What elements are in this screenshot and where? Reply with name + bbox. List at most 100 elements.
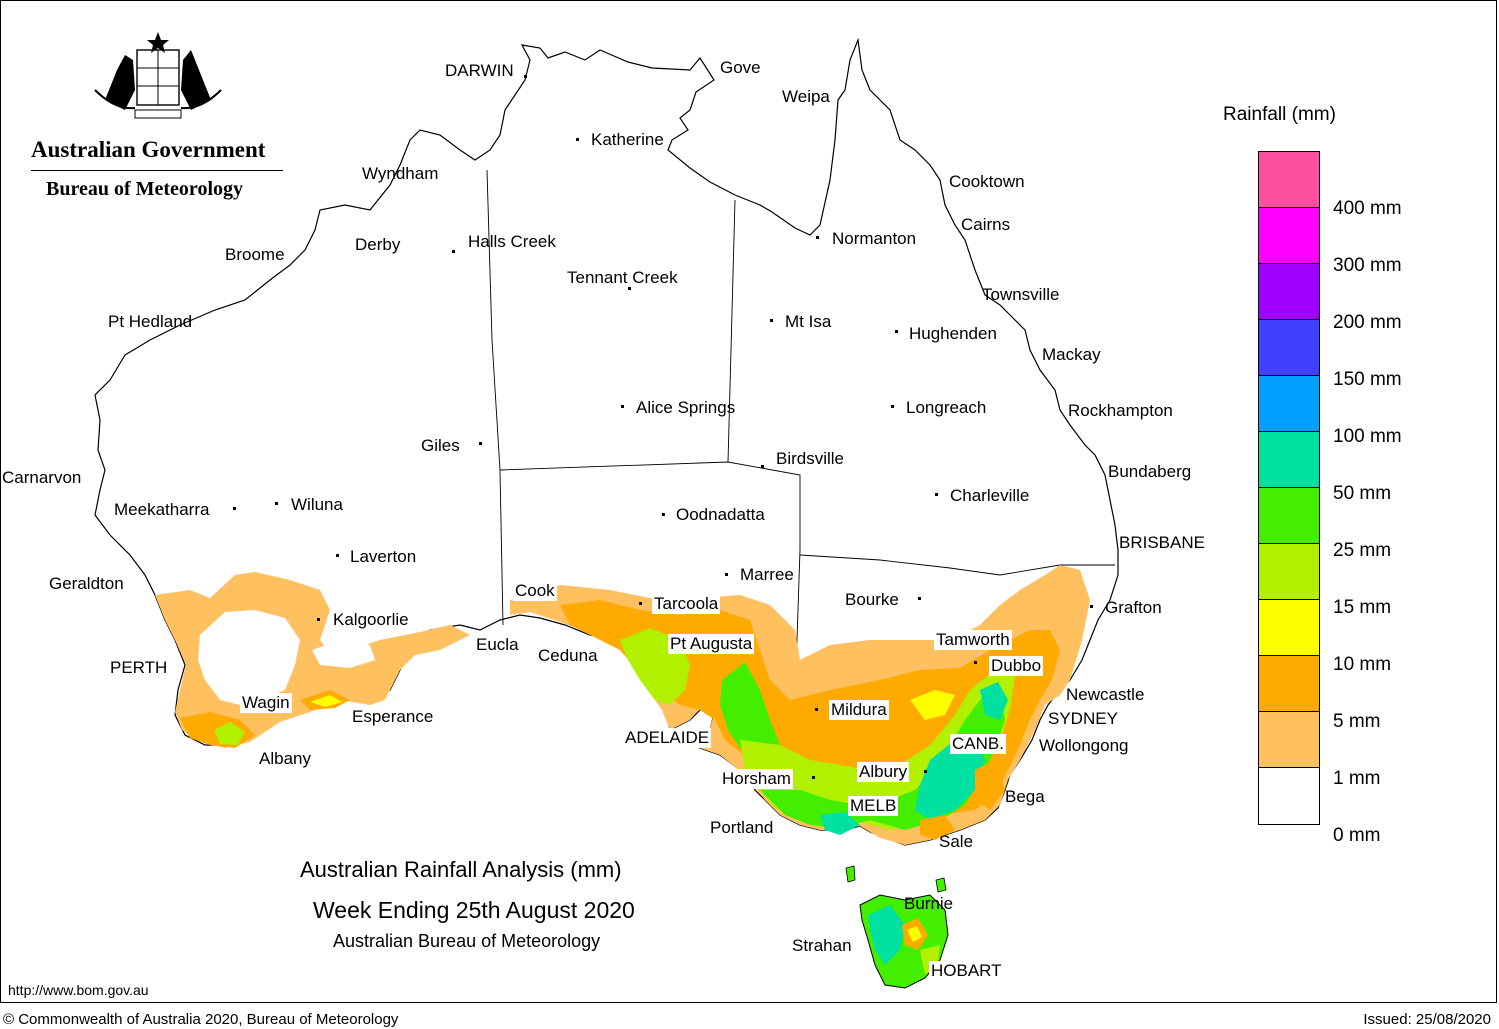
legend-swatch bbox=[1259, 320, 1319, 376]
place-label: Broome bbox=[225, 245, 285, 264]
place-label: Katherine bbox=[591, 130, 664, 149]
legend-swatch bbox=[1259, 712, 1319, 768]
place-label: Albury bbox=[857, 762, 910, 782]
state-borders bbox=[486, 169, 1115, 701]
place-dot bbox=[761, 465, 764, 468]
place-dot bbox=[524, 75, 527, 78]
legend-colorbar bbox=[1258, 151, 1320, 825]
place-dot bbox=[1090, 605, 1093, 608]
legend-swatch bbox=[1259, 600, 1319, 656]
legend-label: 5 mm bbox=[1333, 711, 1381, 732]
place-label: Bega bbox=[1005, 787, 1045, 806]
place-label: Derby bbox=[355, 235, 401, 254]
place-label: Mt Isa bbox=[785, 312, 832, 331]
place-dot bbox=[576, 138, 579, 141]
place-label: Sale bbox=[939, 832, 974, 851]
issued-date: Issued: 25/08/2020 bbox=[1363, 1011, 1491, 1028]
map-title: Australian Rainfall Analysis (mm) bbox=[300, 857, 622, 882]
place-label: Cooktown bbox=[949, 172, 1025, 191]
legend-swatch bbox=[1259, 544, 1319, 600]
place-label: Albany bbox=[259, 749, 311, 768]
place-label: Hughenden bbox=[909, 324, 997, 343]
place-label: Grafton bbox=[1105, 598, 1162, 617]
place-label: Burnie bbox=[904, 894, 954, 913]
legend-swatch bbox=[1259, 264, 1319, 320]
place-label: Laverton bbox=[350, 547, 417, 566]
place-label: Cook bbox=[513, 581, 557, 601]
place-label: Birdsville bbox=[776, 449, 845, 468]
legend-label: 100 mm bbox=[1333, 426, 1402, 447]
legend-swatch bbox=[1259, 208, 1319, 264]
place-label: Oodnadatta bbox=[676, 505, 765, 524]
place-dot bbox=[812, 776, 815, 779]
legend-label: 10 mm bbox=[1333, 654, 1392, 675]
tasmania bbox=[845, 865, 949, 989]
place-dot bbox=[725, 573, 728, 576]
place-label: ADELAIDE bbox=[623, 728, 712, 748]
place-dot bbox=[452, 250, 455, 253]
place-dot bbox=[628, 287, 631, 290]
legend-swatch bbox=[1259, 488, 1319, 544]
website-link[interactable]: http://www.bom.gov.au bbox=[8, 982, 149, 998]
legend-label: 15 mm bbox=[1333, 597, 1392, 618]
place-dot bbox=[770, 319, 773, 322]
place-label: BRISBANE bbox=[1119, 533, 1205, 552]
place-label: Eucla bbox=[476, 635, 519, 654]
place-dot bbox=[479, 442, 482, 445]
legend-label: 25 mm bbox=[1333, 540, 1392, 561]
place-label: Pt Hedland bbox=[108, 312, 193, 331]
place-label: Rockhampton bbox=[1068, 401, 1173, 420]
place-label: Pt Augusta bbox=[668, 634, 755, 654]
place-label: Townsville bbox=[982, 285, 1060, 304]
header-rule bbox=[31, 170, 283, 171]
place-label: MELB bbox=[848, 796, 899, 816]
place-label: Marree bbox=[740, 565, 794, 584]
place-label: Wyndham bbox=[362, 164, 439, 183]
place-label: Giles bbox=[421, 436, 460, 455]
place-label: Mildura bbox=[829, 700, 889, 720]
place-dot bbox=[639, 602, 642, 605]
agency-name: Bureau of Meteorology bbox=[46, 178, 244, 200]
place-label: Portland bbox=[710, 818, 774, 837]
place-label: Tarcoola bbox=[652, 594, 721, 614]
place-label: PERTH bbox=[110, 658, 168, 677]
place-label: Strahan bbox=[792, 936, 852, 955]
legend-swatch bbox=[1259, 152, 1319, 208]
place-label: Bundaberg bbox=[1108, 462, 1192, 481]
place-label: Meekatharra bbox=[114, 500, 210, 519]
place-label: Longreach bbox=[906, 398, 987, 417]
place-label: HOBART bbox=[929, 961, 1004, 981]
place-dot bbox=[233, 507, 236, 510]
map-source: Australian Bureau of Meteorology bbox=[333, 931, 601, 951]
place-label: Horsham bbox=[720, 769, 793, 789]
government-name: Australian Government bbox=[31, 137, 266, 162]
place-label: Tamworth bbox=[934, 630, 1012, 650]
place-label: Carnarvon bbox=[2, 468, 82, 487]
place-label: Mackay bbox=[1042, 345, 1101, 364]
place-dot bbox=[317, 618, 320, 621]
place-label: Gove bbox=[720, 58, 761, 77]
place-dot bbox=[895, 330, 898, 333]
place-label: SYDNEY bbox=[1048, 709, 1118, 728]
place-label: Kalgoorlie bbox=[331, 610, 411, 630]
place-label: Weipa bbox=[782, 87, 830, 106]
place-dot bbox=[662, 513, 665, 516]
place-label: DARWIN bbox=[445, 61, 514, 80]
place-label: Wiluna bbox=[291, 495, 343, 514]
place-label: Charleville bbox=[950, 486, 1030, 505]
place-label: Cairns bbox=[961, 215, 1011, 234]
legend-title: Rainfall (mm) bbox=[1223, 104, 1336, 125]
legend-swatch bbox=[1259, 376, 1319, 432]
place-label: Wollongong bbox=[1039, 736, 1129, 755]
place-label: Geraldton bbox=[49, 574, 124, 593]
place-dot bbox=[336, 554, 339, 557]
place-label: Bourke bbox=[845, 590, 899, 609]
legend-label: 50 mm bbox=[1333, 483, 1392, 504]
legend-label: 400 mm bbox=[1333, 198, 1402, 219]
place-dot bbox=[621, 405, 624, 408]
place-label: Dubbo bbox=[989, 656, 1044, 676]
legend-swatch bbox=[1259, 432, 1319, 488]
place-dot bbox=[935, 493, 938, 496]
map-frame bbox=[0, 0, 1497, 1003]
legend-label: 150 mm bbox=[1333, 369, 1402, 390]
